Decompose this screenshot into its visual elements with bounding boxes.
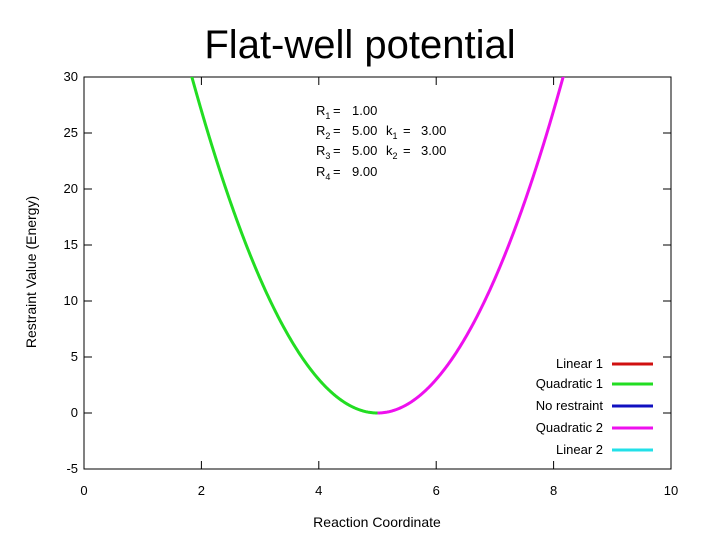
- y-tick-label: 15: [64, 237, 78, 252]
- param-k-value: 3.00: [421, 143, 446, 158]
- curves: [190, 77, 565, 415]
- param-R-value: 5.00: [352, 143, 377, 158]
- legend: Linear 1 Quadratic 1 No restraint Quadratic…: [536, 356, 653, 457]
- y-tick-label: 0: [71, 405, 78, 420]
- param-eq: =: [333, 103, 341, 118]
- x-tick-label: 10: [664, 483, 678, 498]
- y-axis-label: Restraint Value (Energy): [23, 196, 39, 348]
- legend-label: No restraint: [536, 398, 604, 413]
- series-line-quadratic-1: [190, 77, 378, 415]
- x-tick-label: 0: [80, 483, 87, 498]
- param-k-label: k2: [386, 143, 398, 161]
- param-R-value: 5.00: [352, 123, 377, 138]
- param-eq: =: [333, 143, 341, 158]
- param-R-value: 1.00: [352, 103, 377, 118]
- param-R-value: 9.00: [352, 164, 377, 179]
- plot-frame: [83, 76, 672, 470]
- x-axis-label: Reaction Coordinate: [313, 514, 441, 530]
- y-tick-label: 5: [71, 349, 78, 364]
- y-tick-label: 25: [64, 125, 78, 140]
- param-k-label: k1: [386, 123, 398, 141]
- param-eq: =: [333, 123, 341, 138]
- x-tick-label: 6: [433, 483, 440, 498]
- y-tick-label: 20: [64, 181, 78, 196]
- x-tick-label: 2: [198, 483, 205, 498]
- x-tick-label: 4: [315, 483, 322, 498]
- legend-label: Quadratic 2: [536, 420, 603, 435]
- y-tick-label: -5: [66, 461, 78, 476]
- y-tick-label: 10: [64, 293, 78, 308]
- legend-label: Quadratic 1: [536, 376, 603, 391]
- param-k-value: 3.00: [421, 123, 446, 138]
- legend-label: Linear 1: [556, 356, 603, 371]
- param-k-eq: =: [403, 123, 411, 138]
- y-tick-label: 30: [64, 69, 78, 84]
- param-R-label: R3: [316, 143, 330, 161]
- param-R-label: R2: [316, 123, 330, 141]
- param-R-label: R4: [316, 164, 330, 182]
- y-axis-ticks: -5 0 5 10 15 20 25 30: [64, 69, 671, 476]
- x-tick-label: 8: [550, 483, 557, 498]
- legend-label: Linear 2: [556, 442, 603, 457]
- x-axis-ticks: 0 2 4 6 8 10: [80, 77, 678, 498]
- param-k-eq: =: [403, 143, 411, 158]
- param-eq: =: [333, 164, 341, 179]
- param-R-label: R1: [316, 103, 330, 121]
- series-line-quadratic-2: [377, 77, 565, 415]
- chart-title: Flat-well potential: [204, 23, 515, 67]
